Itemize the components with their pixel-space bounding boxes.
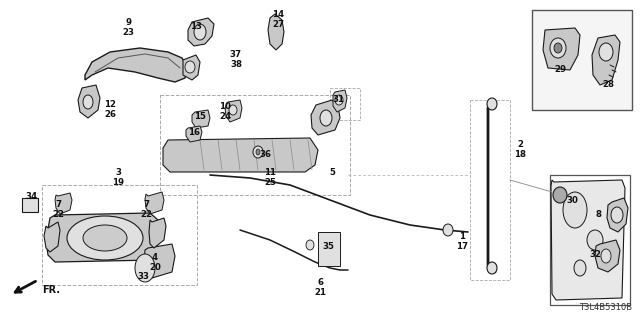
- Bar: [532, 10, 632, 110]
- Bar: [22, 198, 38, 212]
- Text: 34: 34: [26, 192, 38, 201]
- Text: 24: 24: [219, 112, 231, 121]
- Polygon shape: [145, 192, 164, 214]
- Bar: [160, 95, 350, 195]
- Polygon shape: [85, 48, 188, 82]
- Ellipse shape: [306, 240, 314, 250]
- Ellipse shape: [253, 146, 263, 158]
- Text: 29: 29: [554, 65, 566, 74]
- Text: 7: 7: [55, 200, 61, 209]
- Bar: [550, 175, 630, 305]
- Bar: [330, 88, 360, 120]
- Text: 1: 1: [459, 232, 465, 241]
- Ellipse shape: [67, 216, 143, 260]
- Text: 28: 28: [602, 80, 614, 89]
- Text: 10: 10: [219, 102, 231, 111]
- Polygon shape: [44, 222, 60, 252]
- Ellipse shape: [487, 262, 497, 274]
- Polygon shape: [268, 14, 284, 50]
- Polygon shape: [543, 28, 580, 70]
- Ellipse shape: [229, 105, 237, 115]
- Ellipse shape: [611, 207, 623, 223]
- Polygon shape: [55, 193, 72, 214]
- Text: 20: 20: [149, 263, 161, 272]
- Ellipse shape: [443, 224, 453, 236]
- Text: 15: 15: [194, 112, 206, 121]
- Ellipse shape: [553, 187, 567, 203]
- Polygon shape: [311, 100, 340, 135]
- Ellipse shape: [83, 95, 93, 109]
- Polygon shape: [595, 240, 620, 272]
- Ellipse shape: [563, 192, 587, 228]
- Text: 37: 37: [230, 50, 242, 59]
- Ellipse shape: [574, 260, 586, 276]
- Ellipse shape: [487, 98, 497, 110]
- Text: 14: 14: [272, 10, 284, 19]
- Polygon shape: [46, 213, 160, 262]
- Polygon shape: [225, 100, 242, 122]
- Text: 21: 21: [314, 288, 326, 297]
- Polygon shape: [551, 180, 625, 300]
- Ellipse shape: [135, 254, 155, 282]
- Text: 18: 18: [514, 150, 526, 159]
- Text: 38: 38: [230, 60, 242, 69]
- Text: T3L4B5310B: T3L4B5310B: [579, 303, 632, 312]
- Text: 12: 12: [104, 100, 116, 109]
- Polygon shape: [188, 18, 214, 46]
- Text: 36: 36: [259, 150, 271, 159]
- Text: 4: 4: [152, 253, 158, 262]
- Text: 33: 33: [137, 272, 149, 281]
- Text: FR.: FR.: [42, 285, 60, 295]
- Ellipse shape: [256, 149, 260, 155]
- Text: 13: 13: [190, 22, 202, 31]
- Text: 2: 2: [517, 140, 523, 149]
- Bar: [470, 100, 510, 280]
- Ellipse shape: [587, 230, 603, 250]
- Text: 26: 26: [104, 110, 116, 119]
- Polygon shape: [78, 85, 100, 118]
- Ellipse shape: [550, 38, 566, 58]
- Text: 22: 22: [52, 210, 64, 219]
- Text: 6: 6: [317, 278, 323, 287]
- Ellipse shape: [194, 24, 206, 40]
- Text: 30: 30: [566, 196, 578, 205]
- Ellipse shape: [185, 61, 195, 73]
- Ellipse shape: [554, 43, 562, 53]
- Ellipse shape: [599, 43, 613, 61]
- Bar: [318, 232, 340, 266]
- Polygon shape: [186, 126, 202, 142]
- Text: 9: 9: [125, 18, 131, 27]
- Polygon shape: [144, 244, 175, 278]
- Polygon shape: [183, 55, 200, 80]
- Text: 3: 3: [115, 168, 121, 177]
- Text: 16: 16: [188, 128, 200, 137]
- Text: 27: 27: [272, 20, 284, 29]
- Bar: [42, 185, 197, 285]
- Text: 32: 32: [589, 250, 601, 259]
- Polygon shape: [333, 90, 347, 112]
- Text: 19: 19: [112, 178, 124, 187]
- Text: 17: 17: [456, 242, 468, 251]
- Text: 7: 7: [143, 200, 149, 209]
- Ellipse shape: [335, 95, 343, 105]
- Text: 25: 25: [264, 178, 276, 187]
- Polygon shape: [592, 35, 620, 85]
- Text: 5: 5: [329, 168, 335, 177]
- Ellipse shape: [320, 110, 332, 126]
- Ellipse shape: [601, 249, 611, 263]
- Polygon shape: [163, 138, 318, 172]
- Polygon shape: [149, 218, 166, 248]
- Text: 8: 8: [595, 210, 601, 219]
- Text: 23: 23: [122, 28, 134, 37]
- Ellipse shape: [83, 225, 127, 251]
- Text: 31: 31: [332, 95, 344, 104]
- Text: 35: 35: [322, 242, 334, 251]
- Polygon shape: [192, 110, 210, 128]
- Text: 11: 11: [264, 168, 276, 177]
- Polygon shape: [607, 198, 628, 232]
- Text: 22: 22: [140, 210, 152, 219]
